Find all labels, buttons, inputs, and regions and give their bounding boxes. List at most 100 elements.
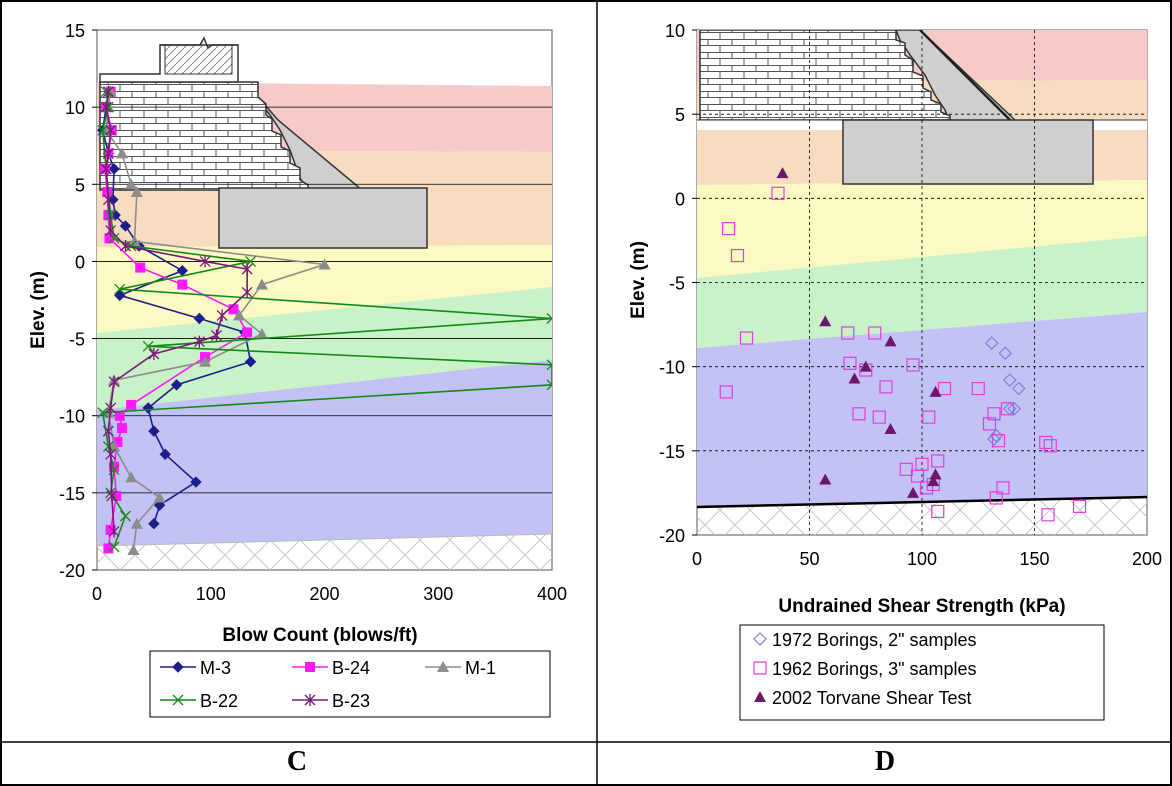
data-point xyxy=(899,462,913,476)
x-tick-label: 200 xyxy=(309,584,339,604)
data-point xyxy=(105,524,116,535)
data-point xyxy=(872,410,886,424)
data-point xyxy=(111,490,122,501)
x-tick-label: 150 xyxy=(1019,549,1049,569)
data-point xyxy=(153,499,166,511)
grid-d xyxy=(697,30,1147,535)
legend-item: M-3 xyxy=(160,658,231,678)
data-point xyxy=(105,402,117,414)
data-point xyxy=(100,162,112,175)
data-point xyxy=(1011,381,1026,396)
series-4 xyxy=(100,85,253,538)
data-point xyxy=(859,360,872,372)
legend-box xyxy=(739,624,1105,721)
legend-item: B-24 xyxy=(292,658,370,678)
data-point xyxy=(100,86,112,98)
data-point xyxy=(103,210,114,221)
data-point xyxy=(97,124,109,136)
data-point xyxy=(148,348,160,360)
x-tick-label: 300 xyxy=(423,584,453,604)
data-point xyxy=(868,326,882,340)
data-point xyxy=(119,220,132,232)
data-point xyxy=(148,425,160,437)
legend-marker xyxy=(172,661,184,673)
data-point xyxy=(233,309,246,321)
y-tick-label: -15 xyxy=(59,484,85,504)
data-point xyxy=(125,240,137,252)
x-axis-label-c: Blow Count (blows/ft) xyxy=(222,625,417,646)
data-point xyxy=(102,193,114,206)
data-point xyxy=(199,255,211,268)
y-tick-label: -15 xyxy=(659,442,685,462)
legend-label: B-22 xyxy=(200,691,238,711)
x-tick-label: 0 xyxy=(692,549,702,569)
data-point xyxy=(931,504,945,519)
data-point xyxy=(919,481,934,495)
data-point xyxy=(241,263,253,276)
data-point xyxy=(130,186,143,197)
legend-label: M-3 xyxy=(200,658,231,678)
soil-layers-c xyxy=(97,36,552,570)
data-point xyxy=(170,379,183,391)
data-point xyxy=(104,233,115,244)
layer-yellow xyxy=(97,245,552,333)
legend-marker xyxy=(305,662,315,672)
legend-item: M-1 xyxy=(425,658,496,678)
data-point xyxy=(116,147,129,159)
data-point xyxy=(108,541,120,553)
data-point xyxy=(971,381,985,396)
data-point xyxy=(108,525,120,538)
data-point xyxy=(105,487,117,499)
data-point xyxy=(153,491,166,503)
data-point xyxy=(996,481,1010,495)
data-point xyxy=(102,441,114,453)
data-point xyxy=(906,358,920,372)
data-point xyxy=(730,248,745,263)
data-point xyxy=(105,124,117,137)
data-point xyxy=(105,209,117,221)
data-point xyxy=(998,346,1013,361)
data-point xyxy=(255,278,268,290)
grid-c xyxy=(97,106,552,494)
data-point xyxy=(199,355,212,367)
y-tick-label: 5 xyxy=(675,105,685,125)
data-point xyxy=(1002,373,1017,387)
legend-marker xyxy=(753,661,767,675)
data-point xyxy=(108,163,120,175)
y-tick-label: -20 xyxy=(59,561,85,581)
data-point xyxy=(929,385,942,397)
data-point xyxy=(135,262,146,273)
x-tick-label: 0 xyxy=(92,584,102,604)
y-tick-label: 5 xyxy=(75,175,85,195)
x-axis-label-d: Undrained Shear Strength (kPa) xyxy=(778,596,1065,617)
data-point xyxy=(242,327,253,338)
data-point xyxy=(102,147,114,160)
data-point xyxy=(241,286,253,299)
legend-marker xyxy=(304,694,316,706)
data-point xyxy=(879,380,893,394)
data-point xyxy=(102,101,114,113)
data-point xyxy=(987,407,1001,421)
data-point xyxy=(216,309,228,322)
data-point xyxy=(130,517,143,529)
y-tick-label: 0 xyxy=(675,189,685,209)
y-tick-label: -20 xyxy=(659,526,685,546)
legend-c: M-3 B-24 M-1 B-22 B-23 xyxy=(149,650,551,718)
data-point xyxy=(127,543,140,555)
data-point xyxy=(159,448,171,460)
data-point xyxy=(193,335,205,348)
x-tick-label: 400 xyxy=(537,584,567,604)
panel-label-d: D xyxy=(874,746,896,777)
data-point xyxy=(105,224,117,237)
data-point xyxy=(318,258,331,270)
x-tick-label: 100 xyxy=(907,549,937,569)
y-tick-label: -10 xyxy=(59,407,85,427)
data-point xyxy=(106,489,118,502)
series-d xyxy=(719,167,1087,522)
data-point xyxy=(142,340,154,352)
data-point xyxy=(884,335,897,347)
data-point xyxy=(102,425,114,438)
data-point xyxy=(102,85,114,98)
